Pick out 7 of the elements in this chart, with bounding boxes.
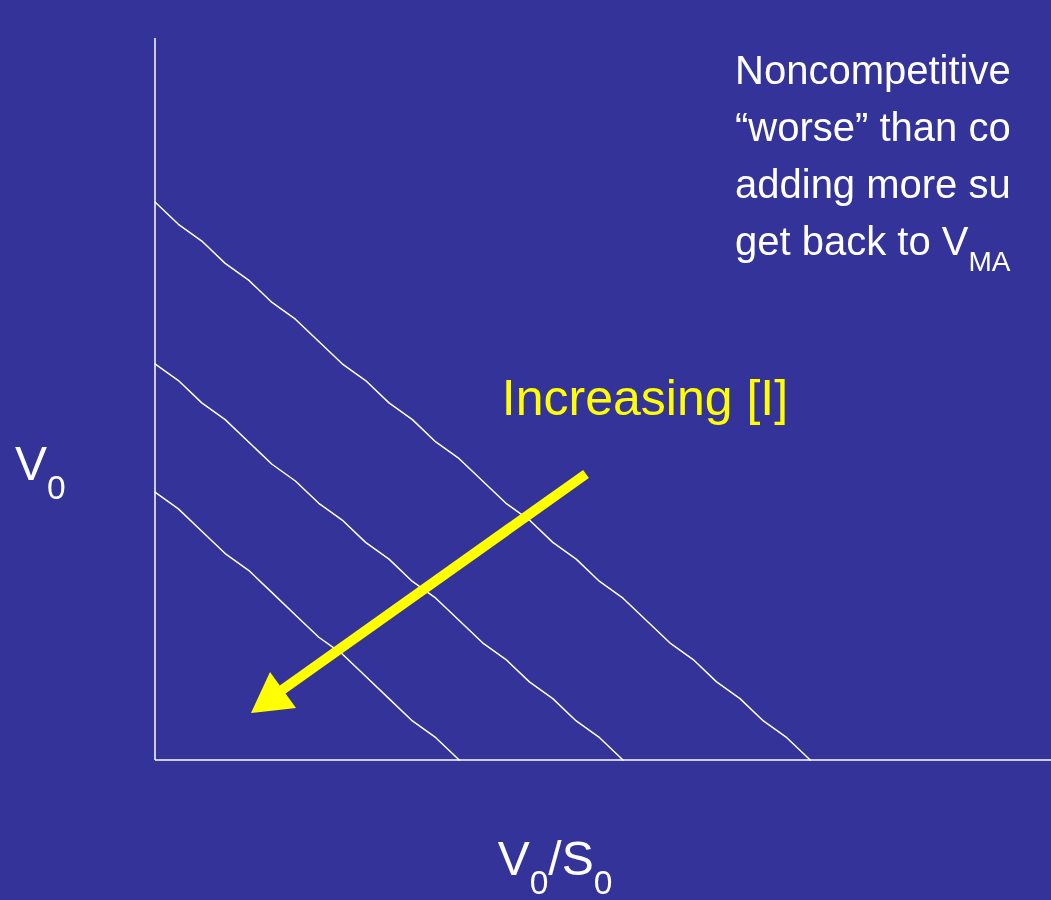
annotation: adding more su [735,162,1011,206]
text: “worse” than co [735,105,1011,149]
y-axis-title: V$_{0}$ [15,437,66,506]
annotation: Increasing [I] [501,370,789,426]
annotation: get back to V$_{MA}$ [735,219,1011,277]
text: Noncompetitive [735,48,1011,92]
x-axis-title: V$_{0}$/S$_{0}$ [497,832,613,900]
